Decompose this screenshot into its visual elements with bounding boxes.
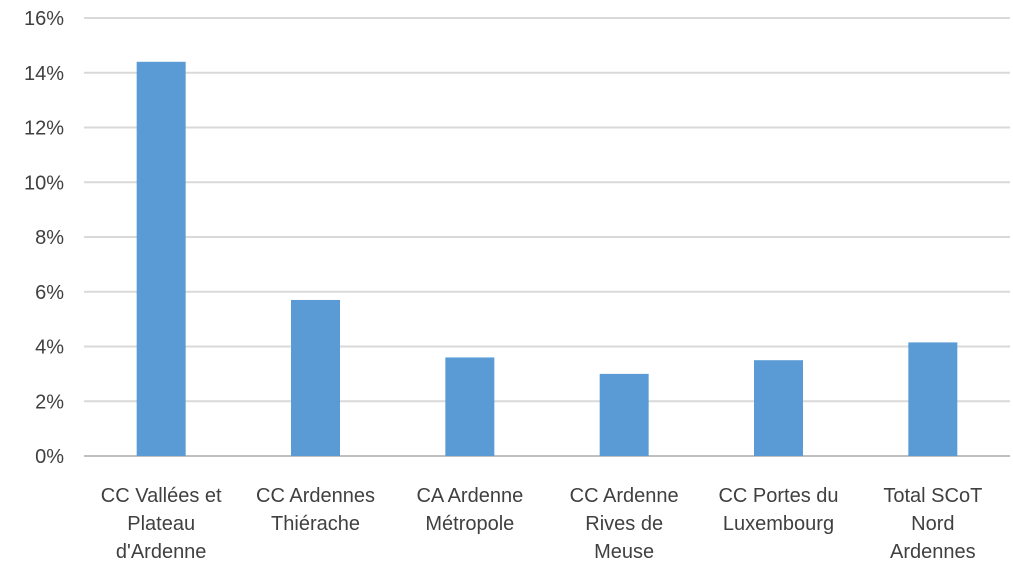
x-category-label-line: CC Ardennes (256, 485, 375, 507)
x-category-label-line: Ardennes (890, 541, 976, 563)
y-tick-label: 16% (24, 8, 64, 30)
bar (599, 373, 649, 456)
x-category-label-line: Plateau (127, 513, 195, 535)
x-category-label: CA Ardenne Métropole (416, 485, 523, 535)
x-axis-categories: CC Vallées et Plateau d'Ardenne CC Ardennes… (101, 485, 983, 563)
bars (136, 61, 958, 457)
x-category-label-line: CA Ardenne (416, 485, 523, 507)
x-category-label-line: Nord (911, 513, 954, 535)
y-tick-label: 12% (24, 118, 64, 140)
x-category-label-line: CC Ardenne (570, 485, 679, 507)
gridlines (84, 17, 1010, 457)
x-category-label-line: Total SCoT (883, 485, 982, 507)
y-tick-label: 8% (35, 227, 64, 249)
x-category-label: CC Ardenne Rives de Meuse (570, 485, 679, 563)
y-axis-ticks: 0% 2% 4% 6% 8% 10% 12% 14% 16% (24, 8, 64, 468)
x-category-label-line: CC Portes du (718, 485, 838, 507)
x-category-label: Total SCoT Nord Ardennes (883, 485, 982, 563)
bar (754, 360, 803, 456)
x-category-label: CC Portes du Luxembourg (718, 485, 838, 535)
y-tick-label: 2% (35, 391, 64, 413)
x-category-label-line: Luxembourg (723, 513, 834, 535)
x-category-label-line: Métropole (425, 513, 514, 535)
y-tick-label: 4% (35, 337, 64, 359)
x-category-label-line: Meuse (594, 541, 654, 563)
x-category-label: CC Ardennes Thiérache (256, 485, 375, 535)
bar (291, 299, 340, 456)
y-tick-label: 14% (24, 63, 64, 85)
x-category-label-line: d'Ardenne (116, 541, 207, 563)
bar (445, 357, 495, 456)
y-tick-label: 0% (35, 446, 64, 468)
x-category-label: CC Vallées et Plateau d'Ardenne (101, 485, 222, 563)
y-tick-label: 10% (24, 172, 64, 194)
x-category-label-line: CC Vallées et (101, 485, 222, 507)
x-category-label-line: Thiérache (271, 513, 360, 535)
bar (136, 61, 186, 457)
y-tick-label: 6% (35, 282, 64, 304)
bar (908, 342, 958, 456)
x-category-label-line: Rives de (585, 513, 663, 535)
